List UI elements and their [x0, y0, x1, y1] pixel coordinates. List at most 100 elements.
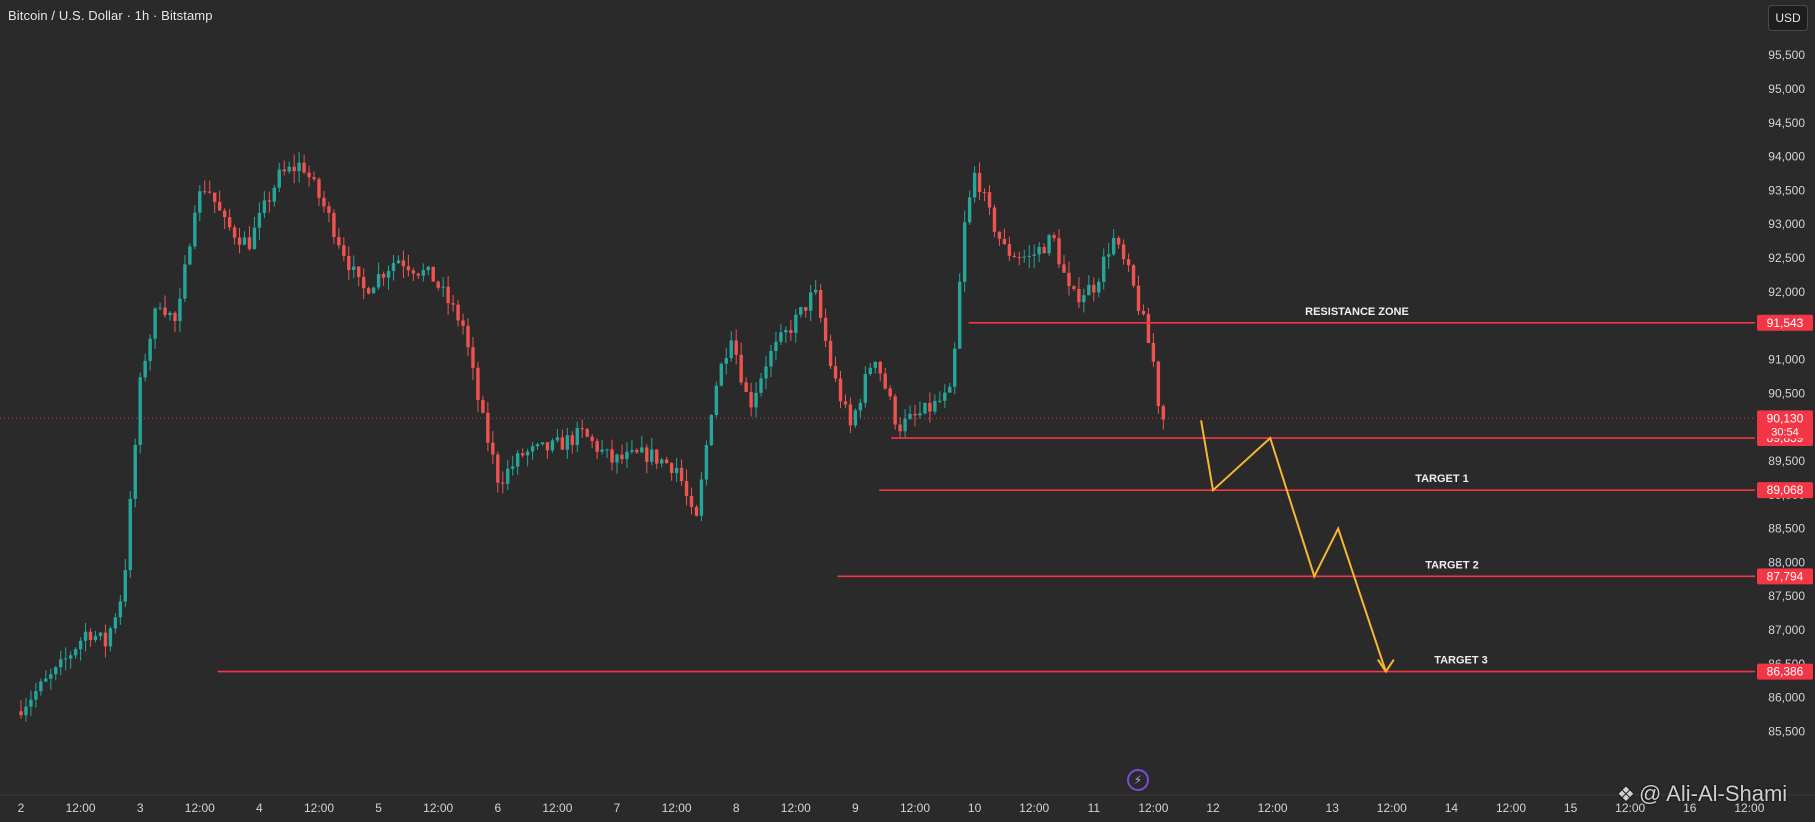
candle-body — [754, 392, 758, 408]
level-price-badge — [1757, 568, 1813, 585]
candle-body — [411, 270, 416, 274]
candle-body — [1111, 237, 1116, 255]
level-price-badge — [1757, 663, 1813, 680]
candle-body — [1136, 285, 1141, 311]
candle-body — [863, 374, 868, 403]
candle-body — [550, 440, 555, 451]
candle-body — [193, 212, 197, 247]
level-price-text: 91,543 — [1767, 316, 1804, 330]
candle-body — [1126, 259, 1131, 266]
y-tick-label: 86,000 — [1768, 691, 1805, 705]
candle-body — [1087, 284, 1091, 296]
candle-body — [68, 655, 73, 659]
candle-body — [416, 273, 421, 276]
candle-body — [635, 450, 639, 453]
candle-body — [347, 255, 351, 271]
candle-body — [491, 442, 495, 455]
candle-body — [645, 447, 649, 462]
candle-body — [307, 172, 311, 178]
candle-body — [530, 446, 535, 452]
level-price-badge — [1757, 482, 1813, 499]
candle-body — [297, 162, 301, 172]
candle-body — [456, 304, 460, 321]
candle-body — [898, 424, 902, 432]
candle-body — [560, 437, 565, 450]
candle-body — [918, 413, 922, 416]
candle-body — [1077, 288, 1081, 303]
candle-body — [163, 307, 167, 316]
candle-body — [242, 237, 247, 245]
candle-body — [262, 200, 267, 213]
candle-body — [948, 386, 952, 393]
candle-body — [1116, 237, 1121, 245]
candle-body — [1141, 310, 1146, 315]
candle-body — [580, 428, 584, 430]
projection-path — [1200, 420, 1387, 672]
projection-arrowhead — [1377, 659, 1395, 674]
candle-body — [1022, 256, 1026, 258]
candle-body — [381, 274, 386, 278]
y-tick-label: 91,000 — [1768, 353, 1805, 367]
candle-body — [88, 631, 93, 641]
candle-body — [610, 449, 614, 463]
candle-body — [292, 166, 296, 172]
x-tick-label: 3 — [137, 801, 144, 815]
x-tick-label: 12:00 — [1734, 801, 1764, 815]
candle-body — [103, 632, 108, 647]
candle-body — [1047, 235, 1051, 254]
candle-body — [337, 237, 341, 246]
candle-body — [520, 453, 525, 456]
candle-body — [401, 260, 406, 267]
x-tick-label: 13 — [1326, 801, 1340, 815]
candle-body — [98, 632, 103, 636]
x-tick-label: 12:00 — [66, 801, 96, 815]
candle-body — [317, 179, 321, 198]
candle-body — [913, 413, 917, 416]
candle-body — [466, 325, 470, 348]
candle-body — [679, 467, 684, 482]
x-tick-label: 12:00 — [1615, 801, 1645, 815]
candle-body — [640, 447, 644, 453]
current-price-badge — [1757, 410, 1813, 439]
level-price-text: 87,794 — [1767, 569, 1804, 583]
candle-body — [570, 435, 574, 445]
candle-body — [953, 348, 957, 387]
candle-body — [977, 172, 982, 193]
candle-body — [24, 706, 28, 716]
candle-body — [1121, 244, 1126, 260]
candle-body — [664, 459, 669, 464]
candle-body — [217, 201, 222, 211]
candle-body — [789, 330, 793, 333]
candle-body — [396, 260, 401, 264]
candle-body — [605, 449, 609, 451]
candle-body — [203, 191, 207, 193]
candle-body — [1067, 272, 1071, 287]
lightning-icon[interactable]: ⚡ — [1127, 769, 1149, 791]
candle-body — [481, 400, 485, 413]
candle-body — [282, 169, 286, 172]
candle-body — [257, 212, 262, 228]
x-tick-label: 2 — [18, 801, 25, 815]
candle-body — [595, 440, 599, 452]
candle-body — [1131, 265, 1136, 286]
candle-body — [178, 298, 182, 322]
candle-body — [689, 496, 694, 507]
candle-body — [545, 442, 550, 451]
currency-button[interactable]: USD — [1768, 5, 1808, 31]
candle-body — [138, 377, 142, 445]
candle-body — [441, 286, 445, 288]
x-tick-label: 5 — [375, 801, 382, 815]
candle-body — [1027, 255, 1031, 257]
candle-body — [1156, 361, 1161, 407]
candle-body — [575, 428, 579, 445]
y-tick-label: 95,000 — [1768, 82, 1805, 96]
candle-body — [729, 340, 733, 359]
current-price-text: 90,130 — [1767, 411, 1804, 425]
x-tick-label: 12:00 — [1019, 801, 1049, 815]
candle-body — [888, 388, 892, 397]
y-tick-label: 89,500 — [1768, 454, 1805, 468]
candle-body — [540, 442, 545, 445]
candle-body — [555, 437, 560, 441]
candle-body — [813, 289, 818, 293]
